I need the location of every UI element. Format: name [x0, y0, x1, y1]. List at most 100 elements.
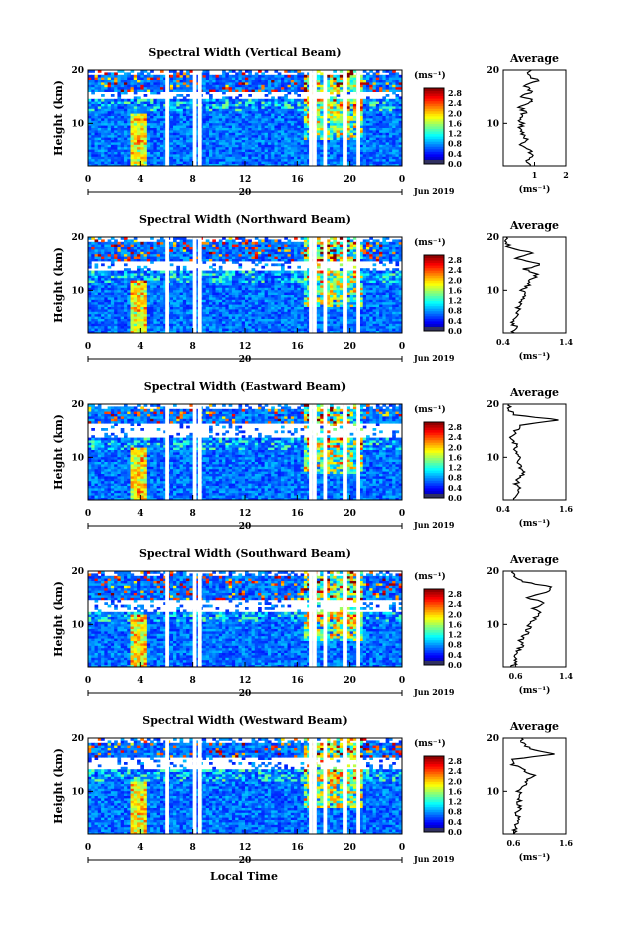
- date-month-label: Jun 2019: [413, 520, 455, 530]
- average-y-tick-label: 20: [486, 66, 499, 76]
- date-month-label: Jun 2019: [413, 353, 455, 363]
- y-tick-label: 20: [71, 567, 84, 577]
- average-y-tick-label: 10: [486, 453, 499, 463]
- average-x-tick-label: 1.4: [559, 671, 573, 681]
- figure: Local Time Spectral Width (Vertical Beam…: [0, 0, 622, 929]
- colorbar-tick-label: 0.8: [448, 139, 462, 149]
- x-tick-label: 0: [399, 175, 405, 185]
- y-tick-label: 10: [71, 119, 84, 129]
- data-gap: [198, 404, 202, 500]
- x-tick-label: 12: [239, 676, 252, 686]
- x-axis-label: Local Time: [210, 870, 278, 883]
- x-tick-label: 8: [190, 175, 196, 185]
- x-tick-label: 0: [399, 843, 405, 853]
- colorbar-tick-label: 2.0: [448, 108, 462, 118]
- data-gap: [193, 237, 197, 333]
- colorbar-tick-label: 2.4: [448, 599, 462, 609]
- colorbar: (ms⁻¹)0.00.40.81.21.62.02.42.8: [414, 70, 462, 169]
- y-axis-label: Height (km): [52, 80, 65, 156]
- data-gap: [343, 571, 347, 667]
- x-tick-label: 0: [399, 676, 405, 686]
- average-line: [505, 237, 540, 333]
- average-y-tick-label: 10: [486, 787, 499, 797]
- average-unit: (ms⁻¹): [519, 184, 551, 195]
- y-tick-label: 10: [71, 787, 84, 797]
- date-month-label: Jun 2019: [413, 186, 455, 196]
- colorbar: (ms⁻¹)0.00.40.81.21.62.02.42.8: [414, 404, 462, 503]
- x-tick-label: 0: [399, 342, 405, 352]
- average-title: Average: [509, 219, 559, 232]
- average-x-tick-label: 0.4: [496, 337, 510, 347]
- x-tick-label: 0: [85, 676, 91, 686]
- colorbar-tick-label: 0.4: [448, 483, 462, 493]
- average-frame: [503, 738, 566, 834]
- average-unit: (ms⁻¹): [519, 518, 551, 529]
- colorbar-tick-label: 1.6: [448, 619, 462, 629]
- colorbar-tick-label: 2.8: [448, 422, 462, 432]
- colorbar-tick-label: 1.6: [448, 452, 462, 462]
- y-tick-label: 10: [71, 620, 84, 630]
- data-gap: [343, 70, 347, 166]
- colorbar-tick-label: 2.8: [448, 756, 462, 766]
- x-tick-label: 16: [291, 509, 304, 519]
- x-tick-label: 0: [85, 509, 91, 519]
- data-gap: [324, 571, 328, 667]
- x-tick-label: 0: [85, 342, 91, 352]
- data-gap: [309, 404, 313, 500]
- x-tick-label: 8: [190, 843, 196, 853]
- average-title: Average: [509, 553, 559, 566]
- average-line: [511, 738, 555, 834]
- colorbar-unit: (ms⁻¹): [414, 571, 446, 582]
- data-gap: [356, 70, 360, 166]
- data-gap: [313, 571, 317, 667]
- average-title: Average: [509, 52, 559, 65]
- average-frame: [503, 237, 566, 333]
- colorbar-tick-label: 1.6: [448, 786, 462, 796]
- x-tick-label: 12: [239, 342, 252, 352]
- data-gap: [165, 738, 169, 834]
- data-gap: [198, 237, 202, 333]
- average-x-tick-label: 0.6: [507, 838, 521, 848]
- colorbar-tick-label: 0.4: [448, 650, 462, 660]
- average-y-tick-label: 20: [486, 400, 499, 410]
- colorbar-tick-label: 0.4: [448, 149, 462, 159]
- data-gap: [313, 237, 317, 333]
- data-gap: [324, 70, 328, 166]
- data-gap: [309, 237, 313, 333]
- date-label: 20: [239, 856, 252, 866]
- average-y-tick-label: 10: [486, 620, 499, 630]
- heatmap-cells: [88, 571, 402, 667]
- average-y-tick-label: 10: [486, 286, 499, 296]
- y-axis-label: Height (km): [52, 247, 65, 323]
- average-y-tick-label: 20: [486, 734, 499, 744]
- date-month-label: Jun 2019: [413, 687, 455, 697]
- x-tick-label: 4: [137, 175, 143, 185]
- average-x-tick-label: 0.6: [509, 671, 523, 681]
- average-line: [507, 404, 558, 500]
- panel-5: Spectral Width (Westward Beam)1020Height…: [52, 714, 573, 866]
- colorbar-floor: [424, 494, 444, 498]
- average-line: [510, 571, 551, 667]
- colorbar-tick-label: 0.0: [448, 827, 462, 837]
- date-label: 20: [239, 355, 252, 365]
- data-gap: [165, 404, 169, 500]
- colorbar-tick-label: 0.8: [448, 807, 462, 817]
- data-gap: [193, 404, 197, 500]
- x-tick-label: 20: [343, 342, 356, 352]
- data-gap: [165, 237, 169, 333]
- colorbar-floor: [424, 828, 444, 832]
- average-line: [518, 70, 539, 166]
- data-gap: [309, 571, 313, 667]
- panel-3: Spectral Width (Eastward Beam)1020Height…: [52, 380, 573, 532]
- average-x-tick-label: 1.6: [559, 504, 573, 514]
- x-tick-label: 20: [343, 676, 356, 686]
- panel-title: Spectral Width (Westward Beam): [142, 714, 347, 727]
- colorbar-tick-label: 1.2: [448, 797, 462, 807]
- colorbar-unit: (ms⁻¹): [414, 404, 446, 415]
- data-gap: [193, 70, 197, 166]
- heatmap-cells: [88, 738, 402, 834]
- x-tick-label: 16: [291, 676, 304, 686]
- panel-4: Spectral Width (Southward Beam)1020Heigh…: [52, 547, 573, 699]
- x-tick-label: 8: [190, 676, 196, 686]
